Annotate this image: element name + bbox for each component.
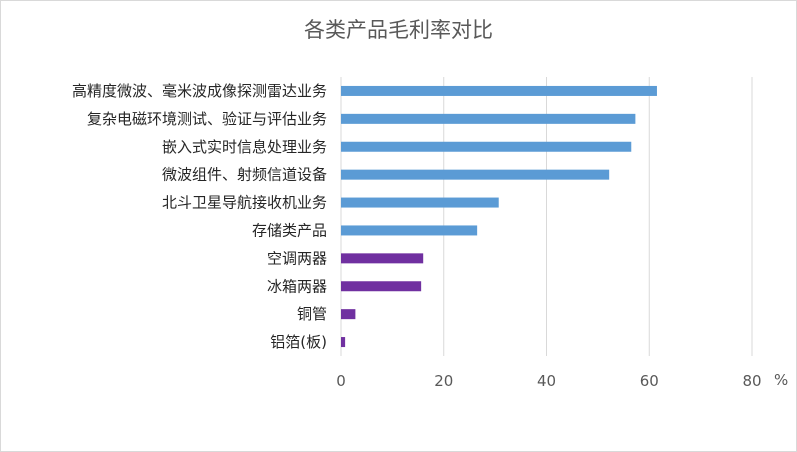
tick-label-3: 60 (640, 372, 659, 390)
tick-label-2: 40 (537, 372, 556, 390)
tick-label-0: 0 (336, 372, 346, 390)
bar-6 (341, 253, 424, 264)
category-label-6: 空调两器 (267, 249, 327, 267)
category-label-4: 北斗卫星导航接收机业务 (162, 194, 327, 212)
bar-8 (341, 309, 356, 320)
category-label-2: 嵌入式实时信息处理业务 (162, 138, 327, 156)
category-labels: 高精度微波、毫米波成像探测雷达业务复杂电磁环境测试、验证与评估业务嵌入式实时信息… (72, 82, 327, 351)
bar-5 (341, 225, 478, 236)
category-label-0: 高精度微波、毫米波成像探测雷达业务 (72, 82, 327, 100)
tick-label-1: 20 (434, 372, 453, 390)
category-label-9: 铝箔(板) (270, 333, 327, 351)
bar-4 (341, 197, 499, 208)
category-label-5: 存储类产品 (252, 221, 327, 239)
category-label-8: 铜管 (297, 305, 327, 323)
bars (341, 85, 657, 348)
category-label-1: 复杂电磁环境测试、验证与评估业务 (87, 110, 327, 128)
tick-label-4: 80 (742, 372, 761, 390)
x-unit-label: % (774, 371, 788, 389)
bar-1 (341, 113, 636, 124)
bar-9 (341, 337, 346, 348)
bar-3 (341, 169, 610, 180)
bar-0 (341, 85, 657, 96)
category-label-3: 微波组件、射频信道设备 (162, 166, 327, 184)
chart-title: 各类产品毛利率对比 (304, 18, 493, 42)
bar-7 (341, 281, 422, 292)
bar-2 (341, 141, 632, 152)
tick-labels: 0 20 40 60 80 (336, 372, 761, 390)
category-label-7: 冰箱两器 (267, 277, 327, 295)
